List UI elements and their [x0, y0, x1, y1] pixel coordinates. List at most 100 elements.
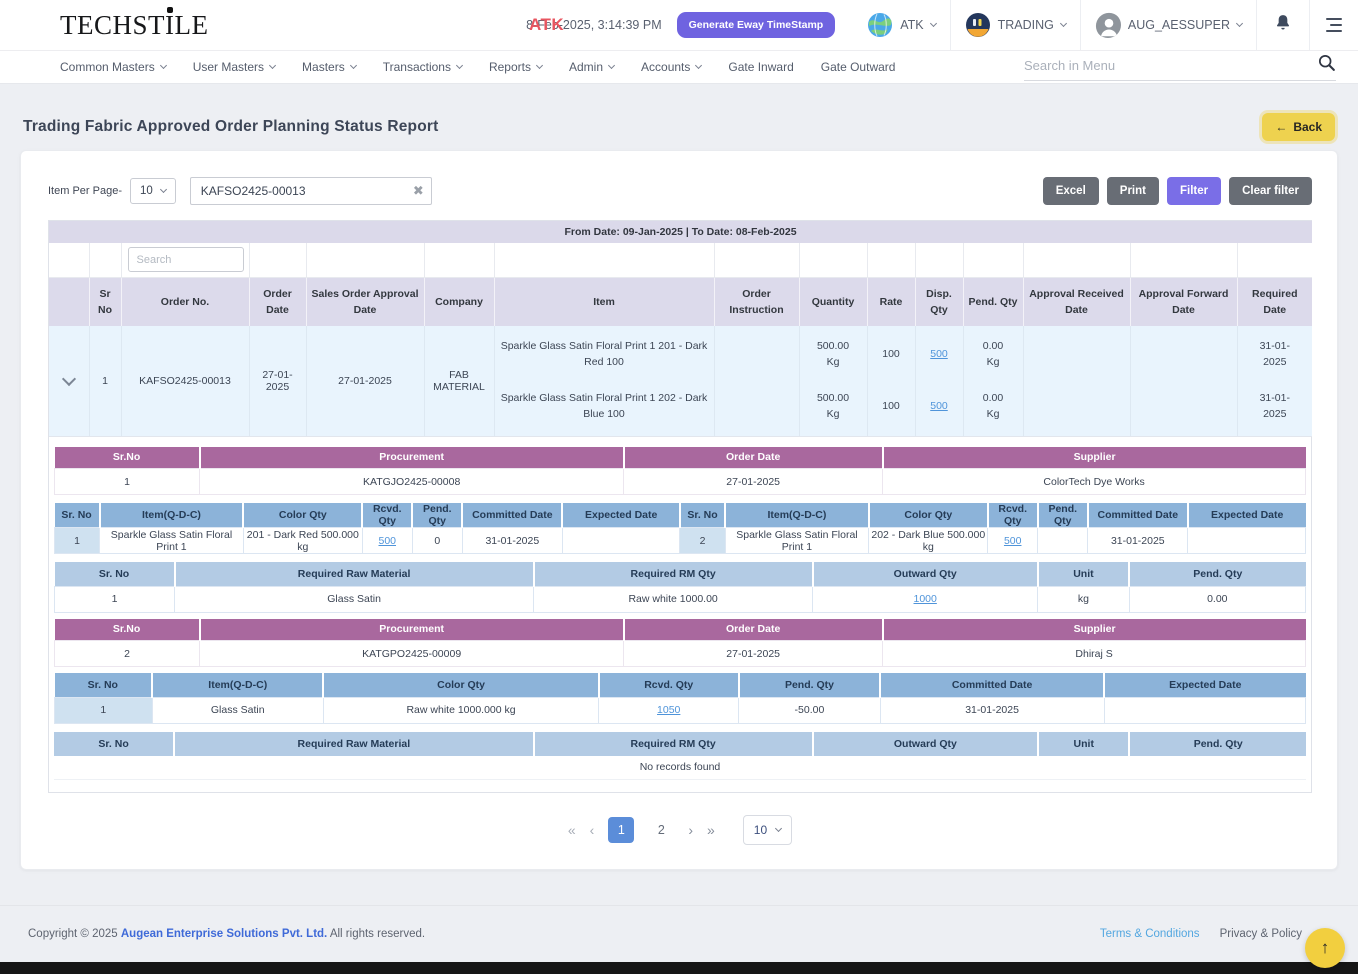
proc-col-order-date: Order Date — [624, 447, 883, 469]
nav-accounts[interactable]: Accounts — [641, 60, 701, 74]
cell-quantity: 500.00 Kg 500.00 Kg — [799, 326, 867, 436]
procurement-row: 2 KATGPO2425-00009 27-01-2025 Dhiraj S — [55, 641, 1306, 667]
cell-required-date: 31-01- 2025 31-01- 2025 — [1237, 326, 1312, 436]
disp-qty-link[interactable]: 500 — [930, 399, 948, 415]
order-search-input[interactable] — [190, 177, 432, 205]
nav-common-masters[interactable]: Common Masters — [60, 60, 166, 74]
globe-icon — [867, 12, 893, 38]
page-1-button[interactable]: 1 — [608, 817, 634, 843]
col-sr-no: Sr No — [89, 277, 121, 326]
rcvd-qty-link[interactable]: 1050 — [657, 704, 680, 716]
search-icon[interactable] — [1317, 53, 1336, 77]
chevron-down-icon — [930, 20, 937, 27]
nav-gate-outward[interactable]: Gate Outward — [821, 60, 896, 74]
cell-order-instruction — [714, 326, 799, 436]
cell-order-no: KAFSO2425-00013 — [121, 326, 249, 436]
procurement-item-row: 1 Sparkle Glass Satin Floral Print 1 201… — [55, 528, 1306, 554]
procurement-table-1: Sr.No Procurement Order Date Supplier 1 … — [54, 447, 1306, 496]
page-footer: Copyright © 2025 Augean Enterprise Solut… — [0, 905, 1358, 962]
nav-reports[interactable]: Reports — [489, 60, 542, 74]
logo-spool-icon: I — [165, 10, 175, 41]
items-per-page-select[interactable]: 10 — [130, 178, 176, 204]
brand-logo: TECHSTILE — [60, 10, 209, 41]
bell-icon — [1273, 13, 1293, 38]
next-page-button[interactable]: › — [688, 822, 693, 838]
page-title-row: Trading Fabric Approved Order Planning S… — [0, 113, 1358, 141]
filter-button[interactable]: Filter — [1167, 177, 1221, 205]
company-website-link[interactable]: Augean Enterprise Solutions Pvt. Ltd. — [121, 928, 327, 940]
first-page-button[interactable]: « — [568, 822, 576, 838]
menu-search — [1024, 53, 1336, 81]
outward-qty-link[interactable]: 1000 — [914, 593, 937, 605]
clear-search-icon[interactable]: ✖ — [413, 183, 424, 199]
nav-admin[interactable]: Admin — [569, 60, 614, 74]
no-records-row: No records found — [54, 756, 1306, 780]
last-page-button[interactable]: » — [707, 822, 715, 838]
orders-table: From Date: 09-Jan-2025 | To Date: 08-Feb… — [49, 221, 1312, 437]
disp-qty-link[interactable]: 500 — [930, 347, 948, 363]
chevron-down-icon — [160, 186, 167, 193]
items-per-page-label: Item Per Page- — [48, 185, 122, 197]
col-order-instruction: Order Instruction — [714, 277, 799, 326]
chevron-down-icon — [1236, 20, 1243, 27]
rcvd-qty-link[interactable]: 500 — [378, 535, 396, 547]
clear-filter-button[interactable]: Clear filter — [1229, 177, 1312, 205]
notifications-button[interactable] — [1256, 0, 1309, 50]
col-approval-received-date: Approval Received Date — [1023, 277, 1130, 326]
col-order-no: Order No. — [121, 277, 249, 326]
username-label: AUG_AESSUPER — [1128, 18, 1230, 32]
user-menu[interactable]: AUG_AESSUPER — [1080, 0, 1256, 50]
user-avatar-icon — [1095, 12, 1121, 38]
order-filter: ✖ — [190, 177, 432, 205]
back-button[interactable]: ← Back — [1262, 113, 1335, 141]
col-pend-qty: Pend. Qty — [963, 277, 1023, 326]
raw-material-table-1: Sr. No Required Raw Material Required RM… — [54, 562, 1306, 613]
col-rate: Rate — [867, 277, 915, 326]
logo-text-post: LE — [175, 10, 209, 41]
scroll-to-top-button[interactable]: ↑ — [1305, 928, 1345, 968]
print-button[interactable]: Print — [1107, 177, 1159, 205]
terms-link[interactable]: Terms & Conditions — [1100, 928, 1200, 940]
org-selector[interactable]: ATK — [853, 0, 949, 50]
nav-gate-inward[interactable]: Gate Inward — [728, 60, 793, 74]
cell-approval-received-date — [1023, 326, 1130, 436]
top-header: TECHSTILE ATK 8-Feb-2025, 3:14:39 PM Gen… — [0, 0, 1358, 51]
nav-user-masters[interactable]: User Masters — [193, 60, 275, 74]
procurement-item-row: 1 Glass Satin Raw white 1000.000 kg 1050… — [55, 697, 1306, 723]
report-table-frame: From Date: 09-Jan-2025 | To Date: 08-Feb… — [48, 220, 1312, 793]
no-records-label: No records found — [54, 756, 1306, 780]
nav-transactions[interactable]: Transactions — [383, 60, 462, 74]
report-card: Item Per Page- 10 ✖ Excel Print Filter C… — [20, 150, 1338, 870]
page-size-select[interactable]: 10 — [743, 815, 792, 845]
org-label: ATK — [900, 18, 923, 32]
proc-col-sr-no: Sr.No — [55, 447, 200, 469]
copyright-text: Copyright © 2025 Augean Enterprise Solut… — [28, 928, 425, 940]
page-2-button[interactable]: 2 — [648, 817, 674, 843]
cell-disp-qty: 500 500 — [915, 326, 963, 436]
order-no-column-search-input[interactable] — [128, 247, 244, 272]
bottom-bar — [0, 962, 1358, 974]
trading-module-icon — [965, 12, 991, 38]
expanded-detail: Sr.No Procurement Order Date Supplier 1 … — [49, 437, 1311, 793]
nav-masters[interactable]: Masters — [302, 60, 356, 74]
company-code-label: ATK — [529, 15, 564, 35]
module-label: TRADING — [998, 18, 1054, 32]
col-so-approval-date: Sales Order Approval Date — [306, 277, 424, 326]
chevron-down-icon — [536, 62, 543, 69]
col-approval-forward-date: Approval Forward Date — [1130, 277, 1237, 326]
procurement-items-table-1: Sr. No Item(Q-D-C) Color Qty Rcvd. Qty P… — [54, 503, 1306, 554]
rcvd-qty-link[interactable]: 500 — [1004, 535, 1022, 547]
menu-search-input[interactable] — [1024, 58, 1317, 73]
app-menu-button[interactable] — [1309, 0, 1358, 50]
prev-page-button[interactable]: ‹ — [590, 822, 595, 838]
excel-button[interactable]: Excel — [1043, 177, 1099, 205]
chevron-down-icon — [608, 62, 615, 69]
generate-eway-timestamp-button[interactable]: Generate Eway TimeStamp — [677, 12, 836, 38]
proc-col-procurement: Procurement — [200, 447, 624, 469]
module-selector[interactable]: TRADING — [950, 0, 1080, 50]
chevron-down-icon — [695, 62, 702, 69]
privacy-link[interactable]: Privacy & Policy — [1220, 928, 1302, 940]
proc-col-supplier: Supplier — [883, 447, 1306, 469]
collapse-row-icon[interactable] — [62, 372, 76, 386]
cell-order-date: 27-01- 2025 — [249, 326, 306, 436]
